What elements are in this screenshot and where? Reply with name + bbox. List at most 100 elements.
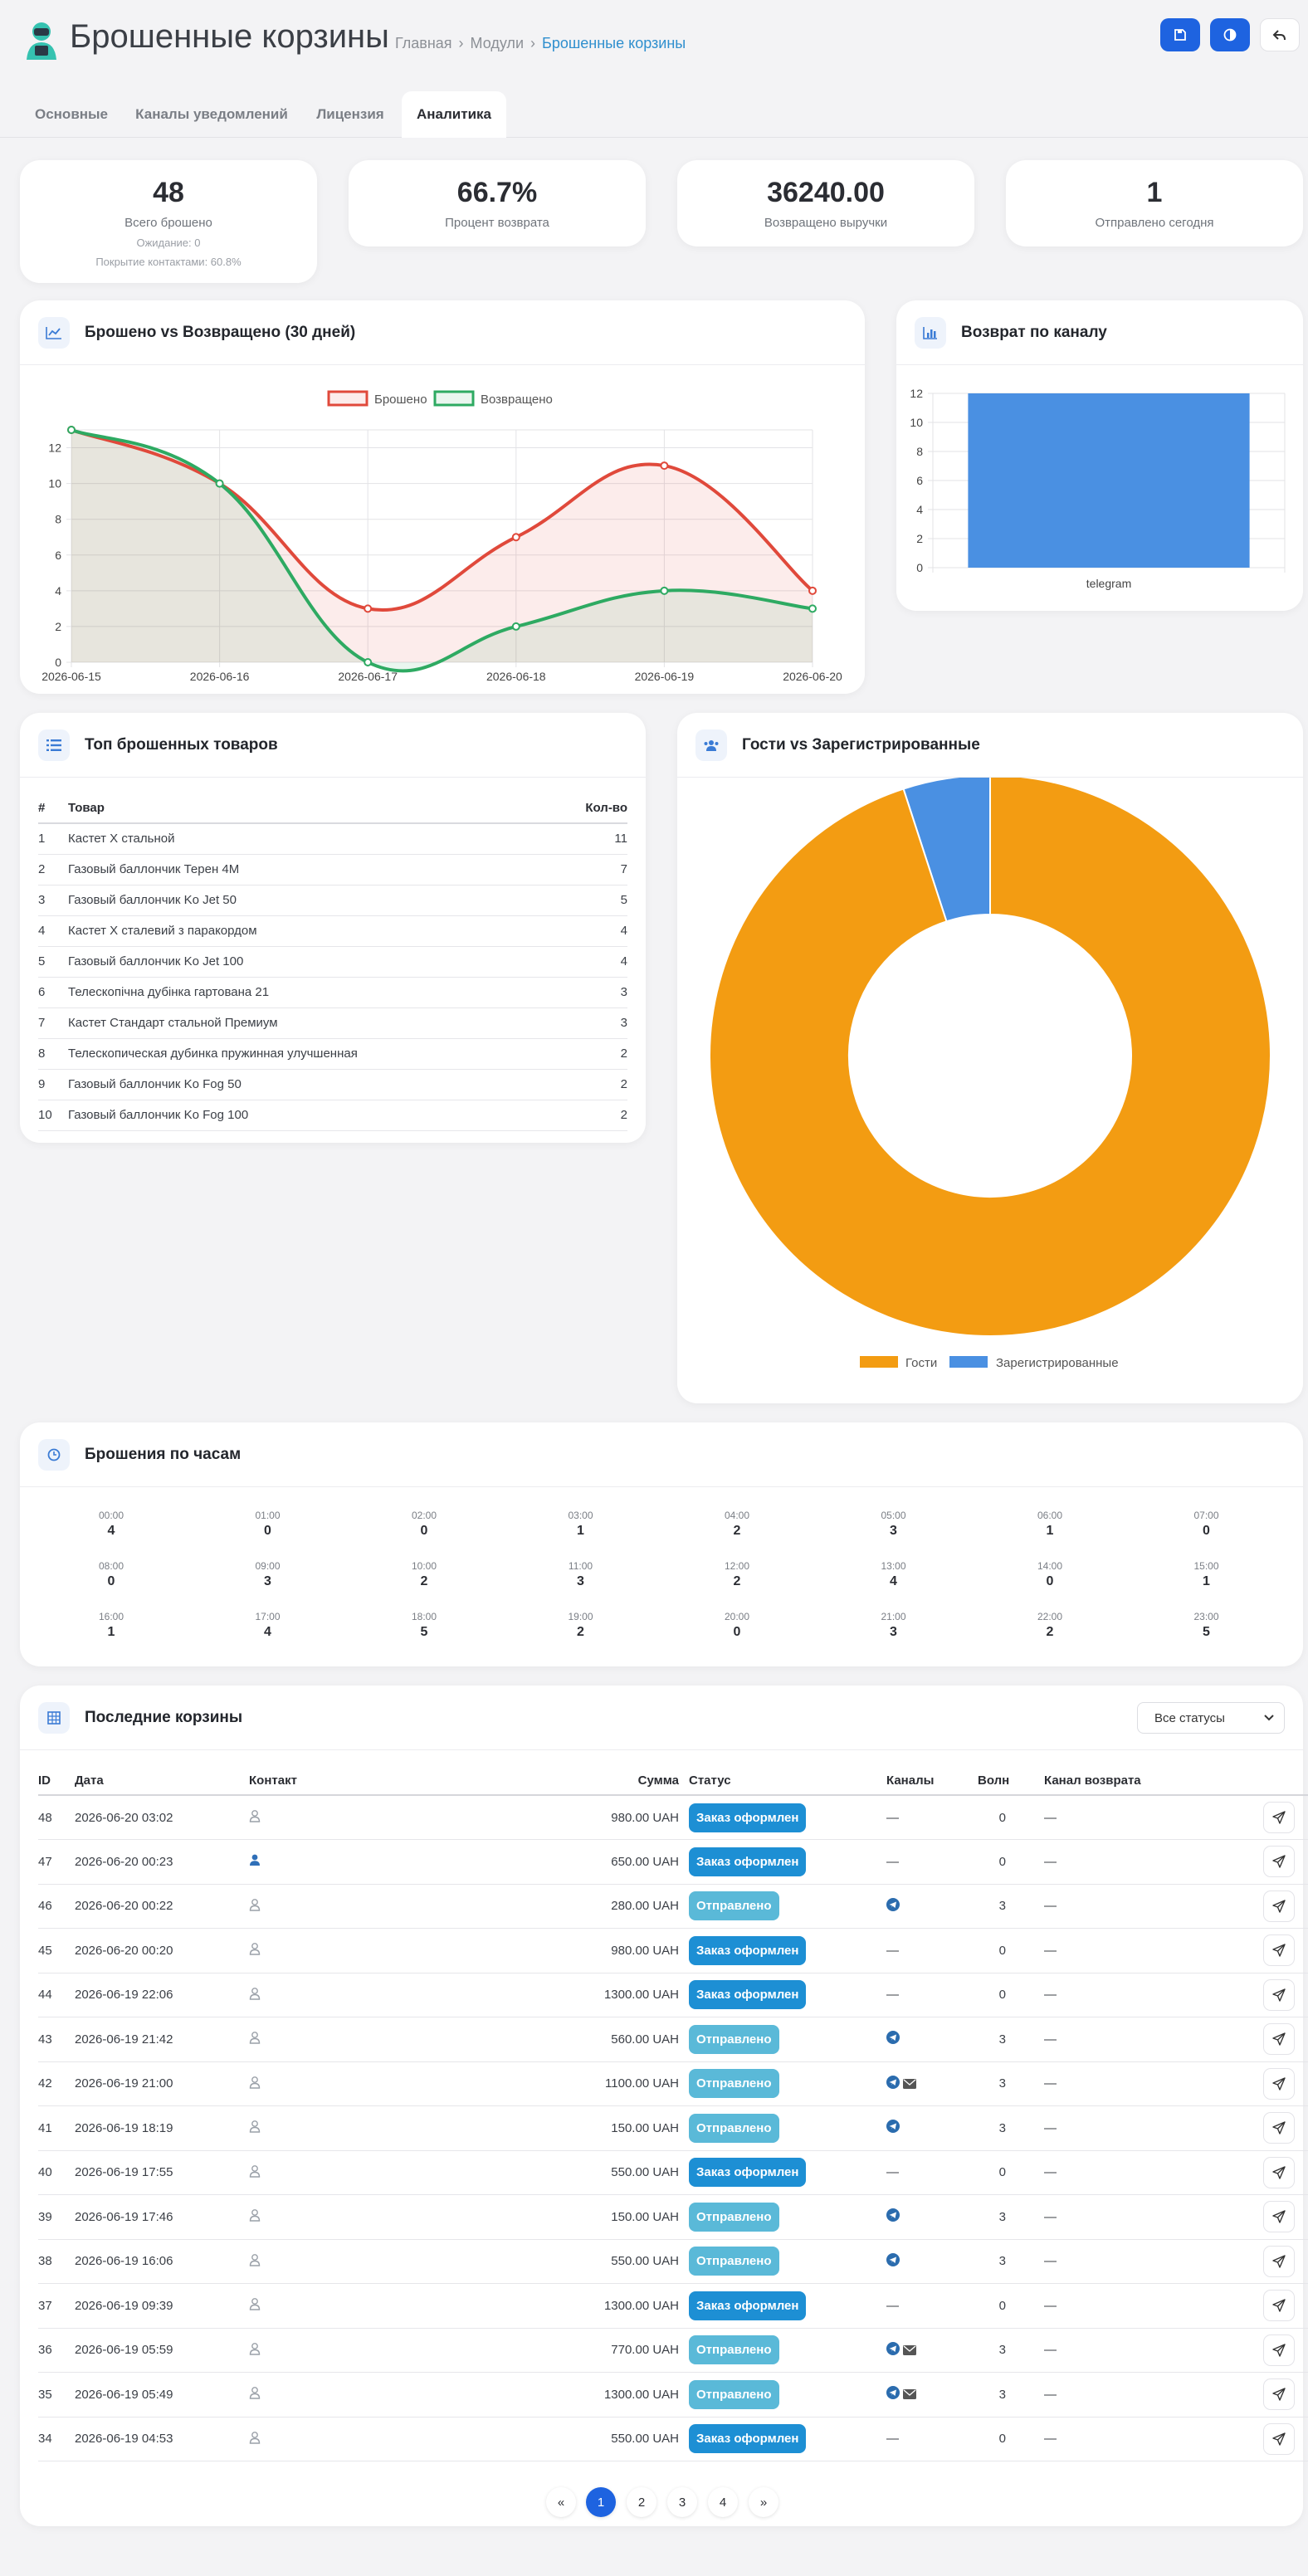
breadcrumb-home[interactable]: Главная bbox=[395, 35, 452, 51]
send-reminder-button[interactable] bbox=[1263, 2201, 1295, 2233]
return-channel-cell: — bbox=[1044, 2328, 1210, 2373]
status-cell: Отправлено bbox=[689, 2239, 886, 2284]
channels-cell bbox=[886, 2239, 978, 2284]
user-outline-icon bbox=[249, 2209, 261, 2222]
status-badge: Заказ оформлен bbox=[689, 1847, 807, 1876]
send-reminder-button[interactable] bbox=[1263, 1934, 1295, 1967]
tab-analytics[interactable]: Аналитика bbox=[402, 91, 506, 138]
pagination-page-2[interactable]: 2 bbox=[627, 2487, 656, 2517]
user-outline-icon bbox=[249, 2387, 261, 2399]
send-reminder-button[interactable] bbox=[1263, 1890, 1295, 1922]
user-outline-icon bbox=[249, 2076, 261, 2089]
hour-label: 12:00 bbox=[724, 1560, 750, 1572]
id-cell: 39 bbox=[38, 2194, 75, 2240]
send-icon bbox=[1272, 2121, 1286, 2134]
send-reminder-button[interactable] bbox=[1263, 2334, 1295, 2366]
theme-toggle-button[interactable] bbox=[1210, 18, 1250, 51]
doughnut-slice bbox=[902, 778, 991, 923]
pagination-prev[interactable]: « bbox=[546, 2487, 576, 2517]
qty-cell: 4 bbox=[556, 946, 627, 978]
line-chart: Брошено Возвращено 0 2 4 6 8 10 12 2026-06-15 202… bbox=[41, 390, 842, 683]
chart-line-icon bbox=[38, 316, 70, 349]
send-reminder-button[interactable] bbox=[1263, 2245, 1295, 2277]
hour-cell: 14:00 0 bbox=[1008, 1560, 1091, 1589]
send-reminder-button[interactable] bbox=[1263, 1802, 1295, 1833]
send-icon bbox=[1272, 2344, 1286, 2357]
send-reminder-button[interactable] bbox=[1263, 1846, 1295, 1878]
rank-cell: 4 bbox=[38, 915, 68, 947]
status-badge: Отправлено bbox=[689, 2335, 779, 2365]
user-outline-icon bbox=[249, 2032, 261, 2044]
pagination-next[interactable]: » bbox=[749, 2487, 778, 2517]
status-cell: Заказ оформлен bbox=[689, 2417, 886, 2461]
waves-cell: 0 bbox=[978, 2283, 1044, 2329]
channels-cell bbox=[886, 2328, 978, 2373]
status-badge: Отправлено bbox=[689, 2247, 779, 2276]
pagination-page-4[interactable]: 4 bbox=[708, 2487, 738, 2517]
send-icon bbox=[1272, 2255, 1286, 2268]
sum-cell: 1300.00 UAH bbox=[456, 1973, 689, 2017]
date-cell: 2026-06-19 05:59 bbox=[75, 2328, 249, 2373]
y-tick-label: 6 bbox=[916, 474, 923, 487]
actions-cell bbox=[1210, 2417, 1308, 2461]
sum-cell: 150.00 UAH bbox=[456, 2105, 689, 2151]
return-channel-cell: — bbox=[1044, 1928, 1210, 1973]
status-filter-select[interactable]: Все статусы bbox=[1137, 1702, 1285, 1734]
send-reminder-button[interactable] bbox=[1263, 2067, 1295, 2100]
send-reminder-button[interactable] bbox=[1263, 1978, 1295, 2011]
status-cell: Заказ оформлен bbox=[689, 1973, 886, 2017]
column-header-status: Статус bbox=[689, 1767, 886, 1796]
waves-cell: 3 bbox=[978, 2194, 1044, 2240]
bar bbox=[968, 393, 1250, 568]
qty-cell: 11 bbox=[556, 823, 627, 855]
waves-cell: 0 bbox=[978, 1839, 1044, 1885]
product-cell: Газовый баллончик Терен 4М bbox=[68, 854, 557, 886]
send-reminder-button[interactable] bbox=[1263, 2290, 1295, 2322]
hour-cell: 06:00 1 bbox=[1008, 1510, 1091, 1539]
tab-general[interactable]: Основные bbox=[34, 106, 109, 122]
tab-license[interactable]: Лицензия bbox=[316, 106, 384, 122]
clock-icon bbox=[38, 1438, 70, 1471]
date-cell: 2026-06-20 00:20 bbox=[75, 1928, 249, 1973]
back-button[interactable] bbox=[1260, 18, 1300, 51]
actions-cell bbox=[1210, 2239, 1308, 2284]
stat-label: Возвращено выручки bbox=[764, 216, 888, 230]
sum-cell: 150.00 UAH bbox=[456, 2194, 689, 2240]
reply-icon bbox=[1272, 30, 1286, 41]
y-tick-label: 10 bbox=[48, 477, 61, 490]
hour-cell: 21:00 3 bbox=[852, 1611, 935, 1640]
card-header: Возврат по каналу bbox=[896, 300, 1303, 365]
save-button[interactable] bbox=[1160, 18, 1200, 51]
x-tick-label: telegram bbox=[1086, 577, 1131, 590]
send-reminder-button[interactable] bbox=[1263, 2422, 1295, 2455]
pagination-page-3[interactable]: 3 bbox=[667, 2487, 697, 2517]
pagination-page-1[interactable]: 1 bbox=[586, 2487, 616, 2517]
y-tick-label: 4 bbox=[55, 584, 61, 598]
waves-cell: 3 bbox=[978, 2372, 1044, 2417]
data-point bbox=[660, 586, 669, 595]
qty-cell: 3 bbox=[556, 1007, 627, 1039]
tab-notification-channels[interactable]: Каналы уведомлений bbox=[135, 106, 288, 122]
y-tick-label: 6 bbox=[55, 549, 61, 562]
send-reminder-button[interactable] bbox=[1263, 2112, 1295, 2144]
waves-cell: 3 bbox=[978, 2061, 1044, 2106]
send-reminder-button[interactable] bbox=[1263, 2023, 1295, 2056]
hour-count: 1 bbox=[107, 1625, 115, 1639]
mail-icon bbox=[903, 2078, 916, 2089]
status-badge: Отправлено bbox=[689, 1891, 779, 1921]
send-reminder-button[interactable] bbox=[1263, 2378, 1295, 2411]
channels-cell bbox=[886, 2061, 978, 2106]
status-cell: Отправлено bbox=[689, 2372, 886, 2417]
hour-count: 5 bbox=[1203, 1625, 1210, 1639]
date-cell: 2026-06-19 17:46 bbox=[75, 2194, 249, 2240]
channels-empty: — bbox=[886, 2165, 899, 2180]
send-reminder-button[interactable] bbox=[1263, 2156, 1295, 2188]
column-header-qty: Кол-во bbox=[556, 793, 627, 824]
waves-cell: 0 bbox=[978, 1973, 1044, 2017]
page-title: Брошенные корзины bbox=[70, 18, 389, 55]
rank-cell: 6 bbox=[38, 977, 68, 1008]
breadcrumb-modules[interactable]: Модули bbox=[470, 35, 524, 51]
breadcrumb-current[interactable]: Брошенные корзины bbox=[542, 35, 686, 51]
telegram-icon bbox=[886, 2031, 900, 2045]
status-badge: Заказ оформлен bbox=[689, 2291, 807, 2320]
